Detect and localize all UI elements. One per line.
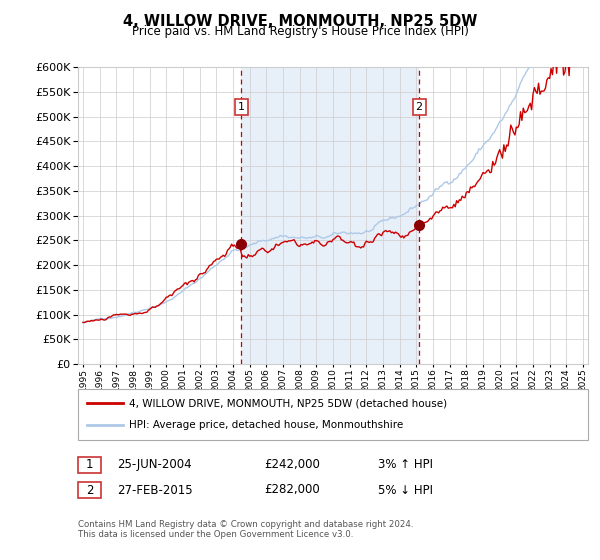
Text: 25-JUN-2004: 25-JUN-2004	[117, 458, 191, 472]
Bar	[241, 67, 419, 364]
Text: 4, WILLOW DRIVE, MONMOUTH, NP25 5DW: 4, WILLOW DRIVE, MONMOUTH, NP25 5DW	[123, 14, 477, 29]
Text: 2: 2	[86, 483, 93, 497]
Text: 1: 1	[238, 102, 245, 112]
Text: Contains HM Land Registry data © Crown copyright and database right 2024.
This d: Contains HM Land Registry data © Crown c…	[78, 520, 413, 539]
Text: 1: 1	[86, 458, 93, 472]
Text: 4, WILLOW DRIVE, MONMOUTH, NP25 5DW (detached house): 4, WILLOW DRIVE, MONMOUTH, NP25 5DW (det…	[129, 398, 447, 408]
Text: 27-FEB-2015: 27-FEB-2015	[117, 483, 193, 497]
Text: £242,000: £242,000	[264, 458, 320, 472]
Text: 2: 2	[416, 102, 423, 112]
Text: 5% ↓ HPI: 5% ↓ HPI	[378, 483, 433, 497]
Text: HPI: Average price, detached house, Monmouthshire: HPI: Average price, detached house, Monm…	[129, 421, 403, 431]
Text: Price paid vs. HM Land Registry's House Price Index (HPI): Price paid vs. HM Land Registry's House …	[131, 25, 469, 38]
Text: £282,000: £282,000	[264, 483, 320, 497]
Text: 3% ↑ HPI: 3% ↑ HPI	[378, 458, 433, 472]
